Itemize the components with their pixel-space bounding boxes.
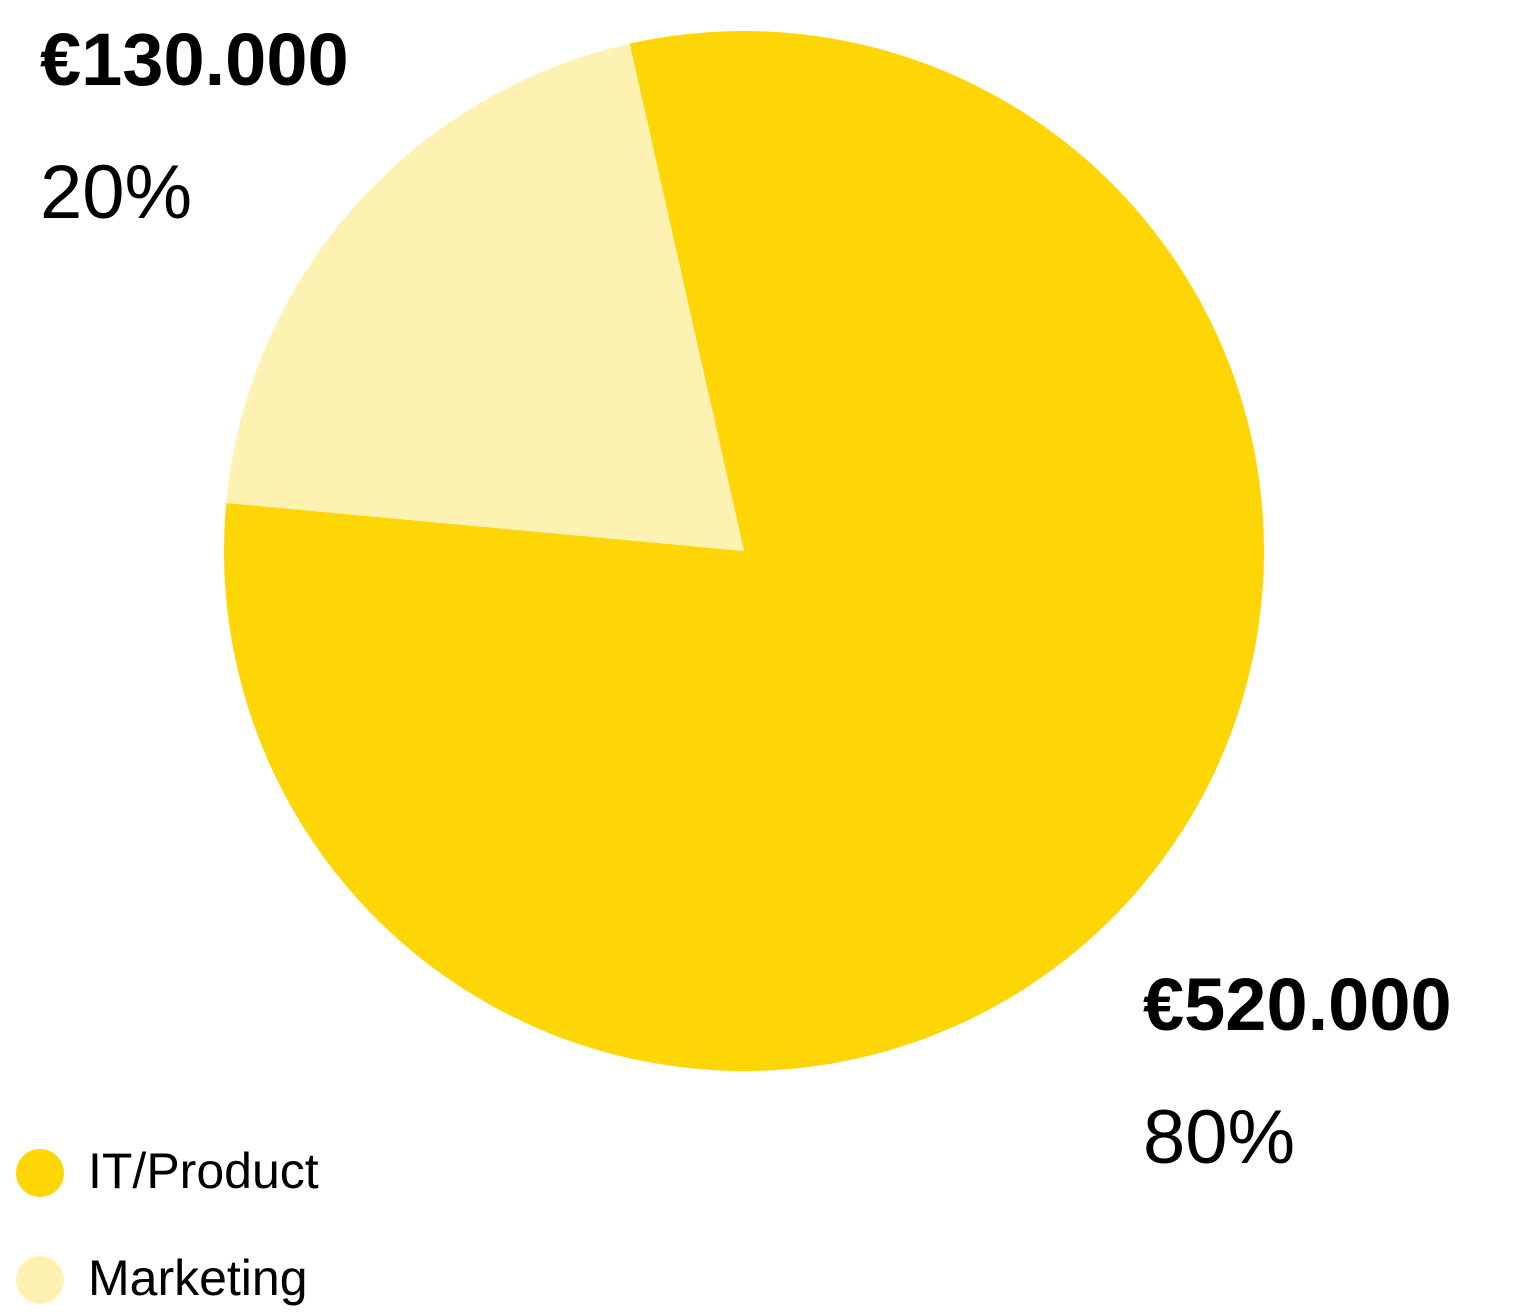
value-label: €520.000 bbox=[1143, 963, 1452, 1046]
legend-label: IT/Product bbox=[88, 1143, 319, 1199]
share-label: 80% bbox=[1143, 1095, 1295, 1180]
legend-swatch bbox=[16, 1256, 64, 1304]
legend-swatch bbox=[16, 1149, 64, 1197]
value-label: €130.000 bbox=[40, 18, 349, 101]
share-label: 20% bbox=[40, 150, 192, 235]
legend-label: Marketing bbox=[88, 1250, 308, 1306]
pie-slice bbox=[226, 43, 745, 551]
